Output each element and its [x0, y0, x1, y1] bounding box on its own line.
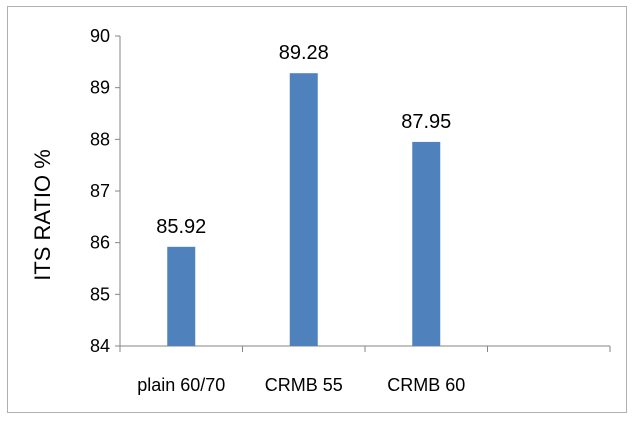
data-label: 87.95 — [401, 111, 451, 133]
y-axis-title: ITS RATIO % — [30, 149, 55, 281]
category-labels: plain 60/70 CRMB 55 CRMB 60 — [137, 375, 465, 395]
y-tick-label: 89 — [90, 78, 110, 98]
y-tick-label: 90 — [90, 26, 110, 46]
bar-series — [167, 73, 441, 346]
data-label: 89.28 — [279, 42, 329, 64]
bar — [412, 141, 441, 346]
y-tick-label: 86 — [90, 233, 110, 253]
data-labels: 85.92 89.28 87.95 — [156, 42, 451, 238]
category-label: CRMB 60 — [387, 375, 465, 395]
category-label: plain 60/70 — [137, 375, 225, 395]
y-tick-label: 88 — [90, 129, 110, 149]
category-label: CRMB 55 — [265, 375, 343, 395]
y-axis-ticks: 84 85 86 87 88 89 90 — [90, 26, 120, 356]
bar — [289, 73, 318, 346]
data-label: 85.92 — [156, 216, 206, 238]
bar — [167, 246, 196, 346]
y-tick-label: 87 — [90, 181, 110, 201]
y-tick-label: 85 — [90, 284, 110, 304]
y-tick-label: 84 — [90, 336, 110, 356]
x-axis-ticks — [119, 346, 611, 352]
